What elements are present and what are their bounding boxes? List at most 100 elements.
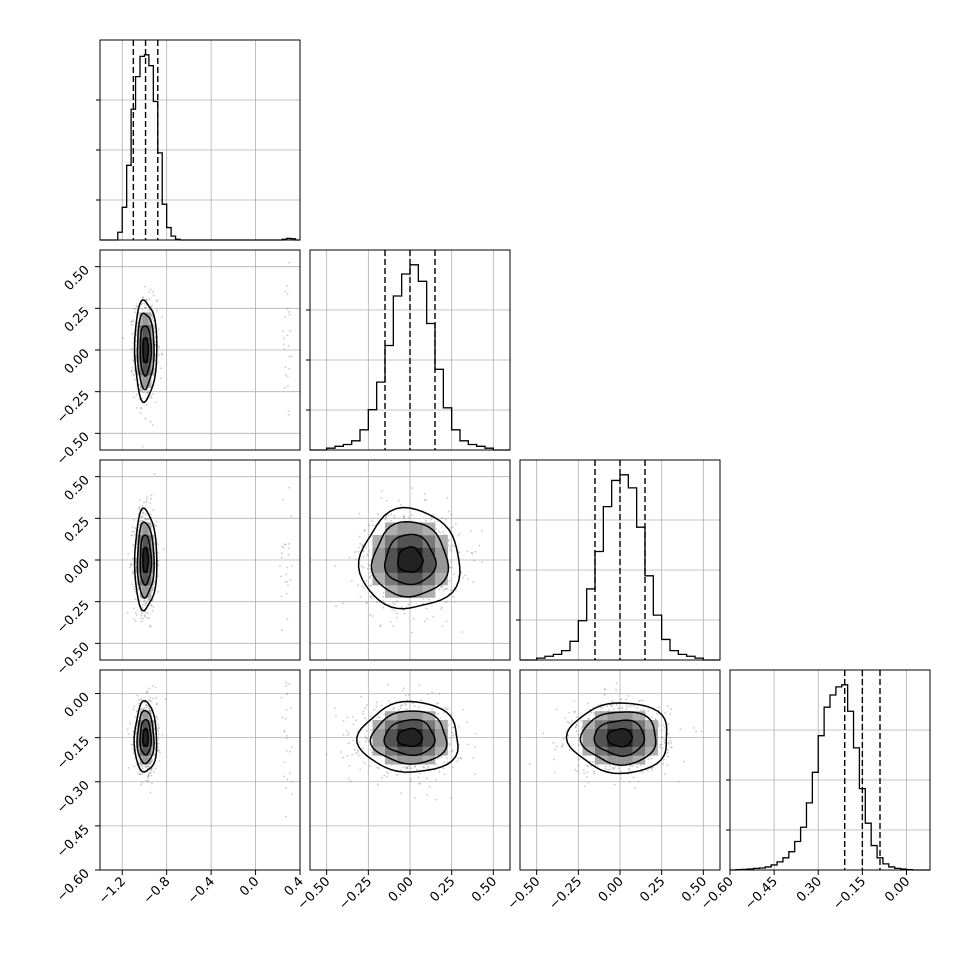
scatter-point: [405, 708, 408, 710]
scatter-point: [150, 494, 153, 497]
scatter-point: [467, 578, 469, 580]
scatter-point: [434, 778, 437, 781]
scatter-point: [288, 683, 291, 685]
scatter-point: [140, 614, 143, 617]
scatter-point: [138, 762, 140, 764]
panel-content: [100, 460, 300, 660]
marginal-histogram-panel-2: [516, 459, 721, 661]
scatter-point: [290, 515, 293, 518]
scatter-point: [450, 797, 453, 799]
scatter-point: [148, 772, 151, 774]
scatter-point: [364, 717, 367, 720]
density-cell: [632, 746, 646, 756]
scatter-point: [576, 770, 579, 772]
density-cell: [145, 312, 149, 326]
scatter-point: [149, 696, 152, 699]
scatter-point: [284, 543, 287, 546]
density-cell: [145, 325, 149, 338]
scatter-point: [152, 424, 155, 426]
scatter-point: [146, 389, 149, 392]
scatter-point: [369, 575, 371, 578]
scatter-point: [365, 602, 368, 604]
scatter-point: [140, 519, 143, 522]
scatter-point: [695, 730, 698, 733]
scatter-point: [607, 709, 610, 712]
scatter-point: [424, 499, 427, 502]
scatter-point: [604, 767, 607, 770]
scatter-point: [617, 707, 620, 710]
scatter-point: [150, 774, 153, 777]
density-cell: [435, 737, 448, 747]
density-cell: [140, 312, 144, 326]
scatter-point: [135, 393, 138, 396]
scatter-point: [670, 708, 672, 710]
scatter-point: [469, 530, 472, 533]
x-tick-label: 0.25: [637, 874, 668, 905]
scatter-point: [140, 407, 142, 410]
density-cell: [620, 746, 633, 756]
density-cell: [145, 375, 149, 388]
scatter-point: [447, 510, 450, 513]
scatter-point: [136, 709, 138, 712]
scatter-point: [362, 712, 365, 715]
scatter-point: [369, 594, 372, 597]
scatter-point: [288, 772, 291, 775]
scatter-point: [385, 516, 388, 518]
scatter-point: [286, 284, 288, 287]
density-cell: [372, 746, 386, 756]
scatter-point: [430, 518, 432, 521]
scatter-point: [361, 585, 363, 587]
scatter-point: [136, 305, 139, 308]
scatter-point: [138, 702, 141, 705]
scatter-point: [451, 526, 454, 528]
scatter-point: [286, 385, 289, 387]
scatter-point: [138, 398, 141, 401]
scatter-point: [661, 736, 663, 739]
scatter-point: [700, 730, 703, 733]
scatter-point: [640, 764, 642, 767]
density-cell: [142, 312, 146, 326]
scatter-point: [577, 739, 580, 742]
scatter-point: [157, 723, 159, 726]
scatter-point: [366, 737, 369, 740]
scatter-point: [435, 527, 438, 530]
scatter-point: [142, 603, 144, 606]
scatter-point: [461, 631, 463, 633]
scatter-point: [143, 306, 146, 309]
scatter-point: [568, 711, 571, 714]
density-cell: [422, 746, 436, 756]
scatter-point: [360, 565, 363, 568]
density-cell: [145, 746, 149, 756]
density-cell: [137, 337, 141, 351]
scatter-point: [396, 600, 399, 603]
scatter-point: [457, 757, 460, 760]
scatter-point: [147, 517, 150, 520]
scatter-point: [636, 707, 639, 709]
scatter-point: [396, 612, 399, 615]
scatter-point: [355, 719, 357, 722]
scatter-point: [148, 773, 150, 775]
scatter-point: [590, 711, 592, 714]
scatter-point: [611, 700, 614, 702]
scatter-point: [445, 757, 448, 760]
scatter-point: [150, 306, 153, 308]
scatter-point: [134, 598, 137, 601]
scatter-point: [160, 377, 162, 380]
scatter-point: [670, 746, 672, 749]
scatter-point: [422, 766, 425, 769]
scatter-point: [610, 705, 613, 708]
scatter-point: [432, 615, 435, 618]
scatter-point: [334, 565, 337, 568]
x-tick-label: 0.0: [237, 874, 262, 899]
scatter-point: [133, 530, 136, 533]
scatter-point: [149, 603, 152, 606]
density-cell: [372, 560, 386, 573]
scatter-point: [156, 299, 159, 302]
scatter-point: [161, 733, 164, 736]
scatter-point: [363, 529, 366, 532]
scatter-point: [285, 708, 288, 711]
scatter-point: [385, 499, 388, 502]
scatter-point: [392, 625, 395, 628]
scatter-point: [683, 760, 685, 763]
scatter-point: [446, 600, 448, 603]
